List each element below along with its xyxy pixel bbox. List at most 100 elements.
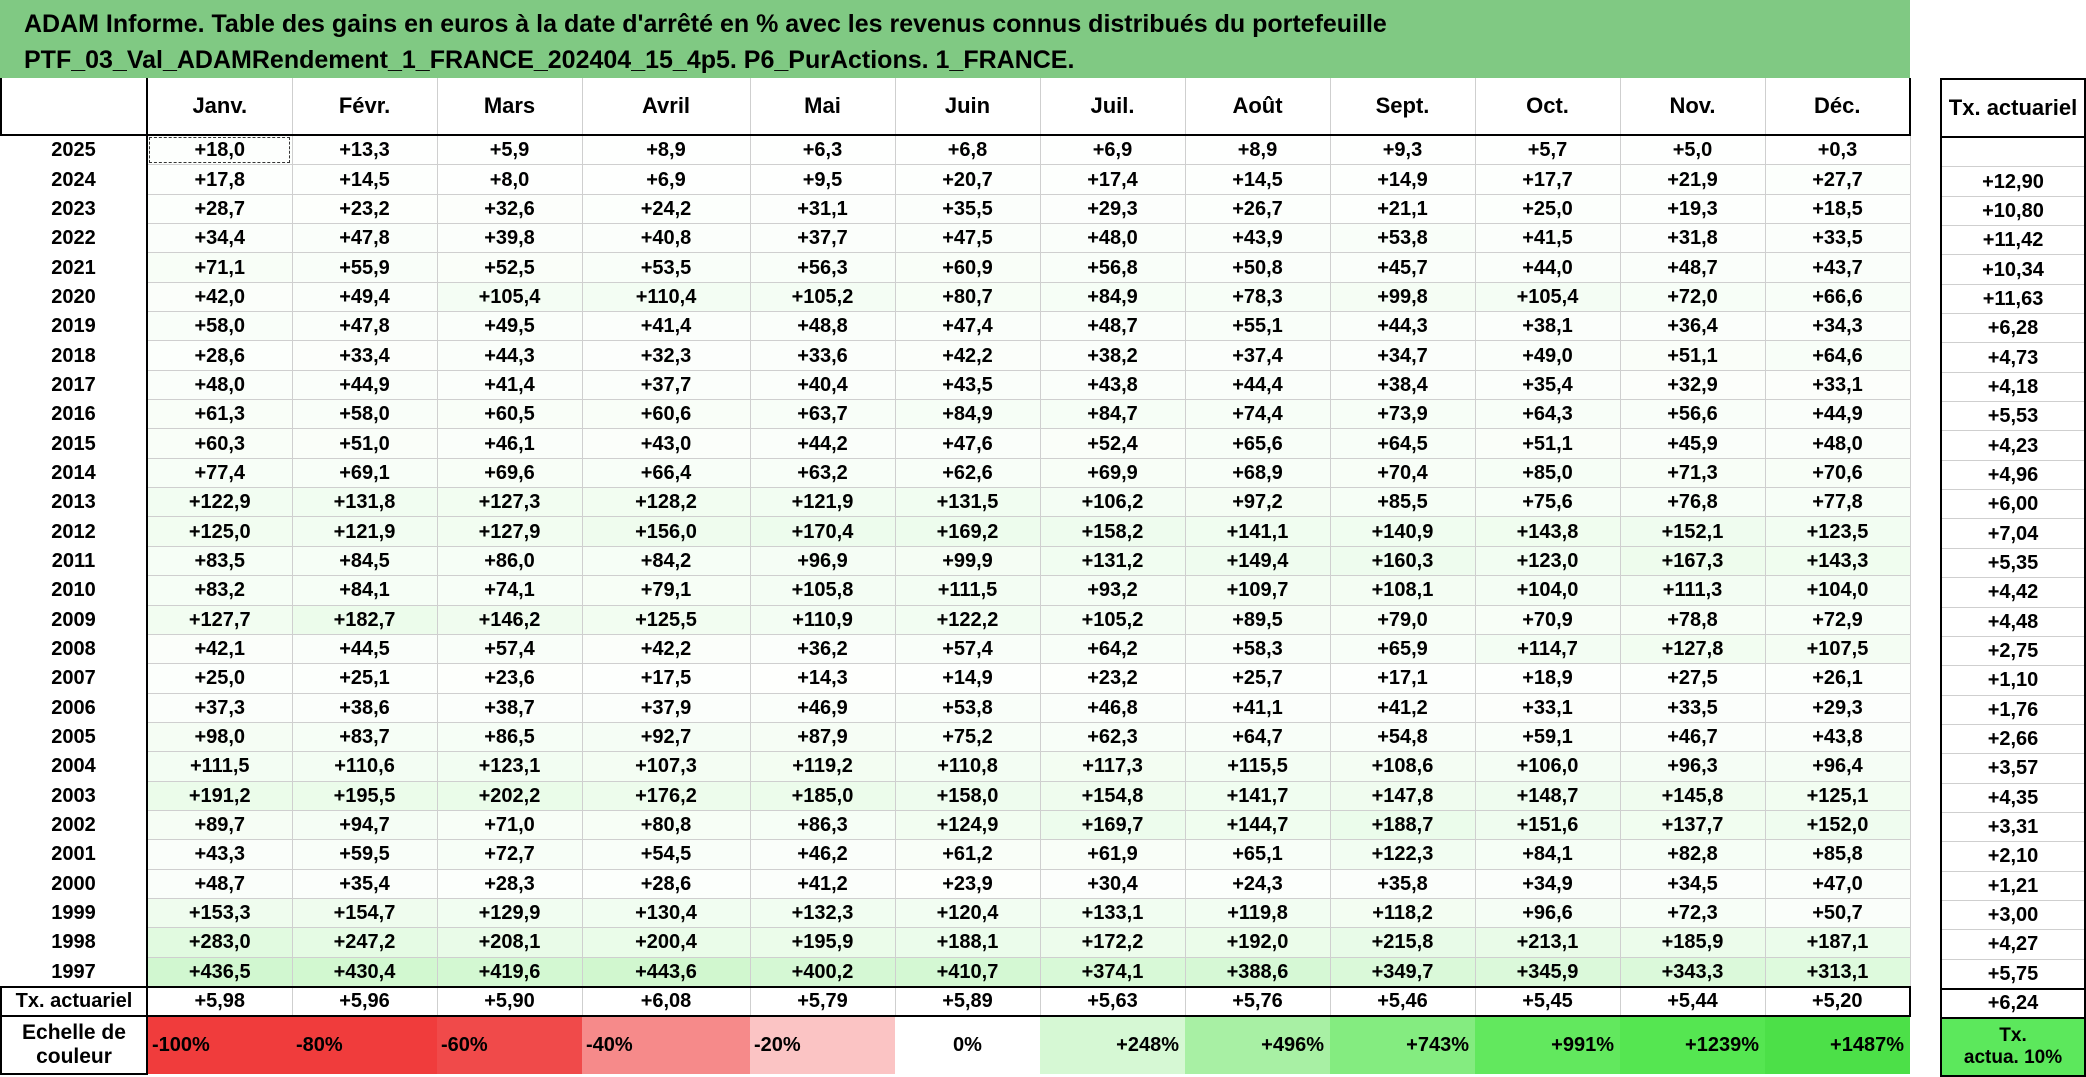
actuarial-cell[interactable]: +3,57 <box>1941 753 2085 784</box>
gain-cell[interactable]: +185,0 <box>750 781 896 811</box>
gain-cell[interactable]: +34,5 <box>1620 869 1766 899</box>
gain-cell[interactable]: +110,8 <box>895 751 1041 782</box>
gain-cell[interactable]: +96,6 <box>1475 898 1621 929</box>
gain-cell[interactable]: +92,7 <box>582 722 751 753</box>
gain-cell[interactable]: +75,2 <box>895 722 1041 753</box>
gain-cell[interactable]: +25,0 <box>147 663 293 694</box>
gain-cell[interactable]: +152,0 <box>1765 810 1911 841</box>
gain-cell[interactable]: +96,4 <box>1765 751 1911 782</box>
gain-cell[interactable]: +152,1 <box>1620 516 1766 547</box>
gain-cell[interactable]: +84,2 <box>582 546 751 577</box>
gain-cell[interactable]: +62,6 <box>895 458 1041 489</box>
gain-cell[interactable]: +42,2 <box>895 340 1041 371</box>
gain-cell[interactable]: +122,2 <box>895 605 1041 635</box>
gain-cell[interactable]: +38,4 <box>1330 370 1476 401</box>
gain-cell[interactable]: +37,3 <box>147 693 293 723</box>
gain-cell[interactable]: +28,7 <box>147 194 293 225</box>
gain-cell[interactable]: +46,8 <box>1040 693 1186 723</box>
gain-cell[interactable]: +374,1 <box>1040 957 1186 988</box>
gain-cell[interactable]: +51,1 <box>1620 340 1766 371</box>
gain-cell[interactable]: +121,9 <box>750 487 896 518</box>
gain-cell[interactable]: +84,1 <box>292 575 438 606</box>
gain-cell[interactable]: +5,7 <box>1475 135 1621 166</box>
total-cell[interactable]: +5,76 <box>1185 985 1331 1017</box>
gain-cell[interactable]: +70,4 <box>1330 458 1476 489</box>
gain-cell[interactable]: +52,4 <box>1040 428 1186 459</box>
actuarial-cell[interactable]: +4,18 <box>1941 372 2085 403</box>
gain-cell[interactable]: +436,5 <box>147 957 293 988</box>
gain-cell[interactable]: +188,1 <box>895 927 1041 958</box>
gain-cell[interactable]: +9,3 <box>1330 135 1476 166</box>
gain-cell[interactable]: +153,3 <box>147 898 293 929</box>
gain-cell[interactable]: +31,1 <box>750 194 896 225</box>
gain-cell[interactable]: +47,5 <box>895 223 1041 254</box>
gain-cell[interactable]: +53,8 <box>895 693 1041 723</box>
gain-cell[interactable]: +89,5 <box>1185 605 1331 635</box>
gain-cell[interactable]: +32,3 <box>582 340 751 371</box>
actuarial-cell[interactable]: +4,96 <box>1941 460 2085 491</box>
gain-cell[interactable]: +25,1 <box>292 663 438 694</box>
gain-cell[interactable]: +202,2 <box>437 781 583 811</box>
gain-cell[interactable]: +128,2 <box>582 487 751 518</box>
gain-cell[interactable]: +125,1 <box>1765 781 1911 811</box>
gain-cell[interactable]: +41,4 <box>582 311 751 342</box>
gain-cell[interactable]: +147,8 <box>1330 781 1476 811</box>
gain-cell[interactable]: +104,0 <box>1475 575 1621 606</box>
gain-cell[interactable]: +17,4 <box>1040 164 1186 195</box>
gain-cell[interactable]: +191,2 <box>147 781 293 811</box>
gain-cell[interactable]: +8,9 <box>582 135 751 166</box>
actuarial-cell[interactable]: +1,76 <box>1941 695 2085 725</box>
gain-cell[interactable]: +72,3 <box>1620 898 1766 929</box>
gain-cell[interactable]: +29,3 <box>1765 693 1911 723</box>
gain-cell[interactable]: +33,1 <box>1765 370 1911 401</box>
gain-cell[interactable]: +63,2 <box>750 458 896 489</box>
gain-cell[interactable]: +140,9 <box>1330 516 1476 547</box>
gain-cell[interactable]: +28,3 <box>437 869 583 899</box>
gain-cell[interactable]: +170,4 <box>750 516 896 547</box>
gain-cell[interactable]: +43,8 <box>1040 370 1186 401</box>
actuarial-cell[interactable]: +6,28 <box>1941 313 2085 344</box>
gain-cell[interactable]: +77,4 <box>147 458 293 489</box>
gain-cell[interactable]: +65,1 <box>1185 839 1331 870</box>
gain-cell[interactable]: +44,3 <box>1330 311 1476 342</box>
gain-cell[interactable]: +176,2 <box>582 781 751 811</box>
gain-cell[interactable]: +23,2 <box>292 194 438 225</box>
gain-cell[interactable]: +50,7 <box>1765 898 1911 929</box>
gain-cell[interactable]: +19,3 <box>1620 194 1766 225</box>
gain-cell[interactable]: +85,8 <box>1765 839 1911 870</box>
gain-cell[interactable]: +388,6 <box>1185 957 1331 988</box>
gain-cell[interactable]: +9,5 <box>750 164 896 195</box>
gain-cell[interactable]: +8,0 <box>437 164 583 195</box>
gain-cell[interactable]: +35,8 <box>1330 869 1476 899</box>
gain-cell[interactable]: +68,9 <box>1185 458 1331 489</box>
gain-cell[interactable]: +115,5 <box>1185 751 1331 782</box>
gain-cell[interactable]: +182,7 <box>292 605 438 635</box>
gain-cell[interactable]: +131,5 <box>895 487 1041 518</box>
gain-cell[interactable]: +57,4 <box>895 634 1041 665</box>
gain-cell[interactable]: +23,2 <box>1040 663 1186 694</box>
gain-cell[interactable]: +25,0 <box>1475 194 1621 225</box>
gain-cell[interactable]: +47,8 <box>292 223 438 254</box>
gain-cell[interactable]: +127,3 <box>437 487 583 518</box>
gain-cell[interactable]: +28,6 <box>582 869 751 899</box>
gain-cell[interactable]: +200,4 <box>582 927 751 958</box>
gain-cell[interactable]: +57,4 <box>437 634 583 665</box>
gain-cell[interactable]: +110,4 <box>582 282 751 313</box>
gain-cell[interactable]: +187,1 <box>1765 927 1911 958</box>
gain-cell[interactable]: +64,7 <box>1185 722 1331 753</box>
gain-cell[interactable]: +23,9 <box>895 869 1041 899</box>
actuarial-cell[interactable]: +7,04 <box>1941 518 2085 549</box>
gain-cell[interactable]: +45,9 <box>1620 428 1766 459</box>
gain-cell[interactable]: +21,1 <box>1330 194 1476 225</box>
gain-cell[interactable]: +208,1 <box>437 927 583 958</box>
gain-cell[interactable]: +77,8 <box>1765 487 1911 518</box>
gain-cell[interactable]: +41,5 <box>1475 223 1621 254</box>
gain-cell[interactable]: +313,1 <box>1765 957 1911 988</box>
gain-cell[interactable]: +40,8 <box>582 223 751 254</box>
gain-cell[interactable]: +63,7 <box>750 399 896 430</box>
gain-cell[interactable]: +14,9 <box>895 663 1041 694</box>
gain-cell[interactable]: +130,4 <box>582 898 751 929</box>
actuarial-cell[interactable]: +4,23 <box>1941 430 2085 461</box>
gain-cell[interactable]: +14,5 <box>292 164 438 195</box>
gain-cell[interactable]: +34,7 <box>1330 340 1476 371</box>
